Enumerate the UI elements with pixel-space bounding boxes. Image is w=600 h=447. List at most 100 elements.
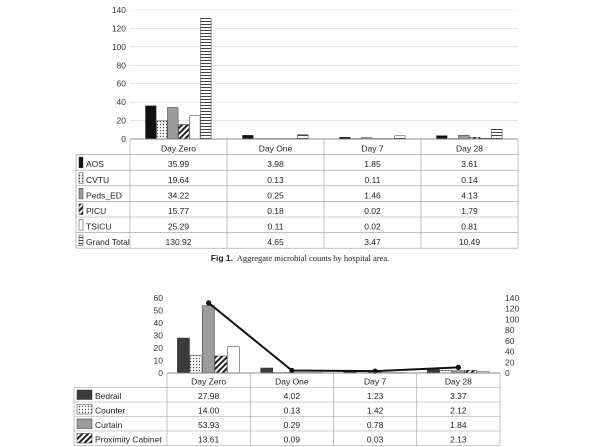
- y2-tick-label: 140: [505, 293, 519, 303]
- y2-tick-label: 20: [505, 357, 515, 367]
- table-cell: 0.14: [461, 175, 478, 185]
- line-point: [372, 368, 378, 374]
- bar: [491, 129, 503, 140]
- bar: [202, 305, 215, 374]
- table-cell: 1.42: [367, 406, 384, 416]
- legend-label: Bedrail: [95, 391, 122, 401]
- table-cell: 1.85: [364, 159, 381, 169]
- y2-tick-label: 120: [505, 304, 519, 314]
- legend-swatch: [76, 404, 93, 415]
- x-category-label: Day 28: [445, 377, 472, 387]
- table-cell: 0.18: [267, 206, 284, 216]
- legend-label: CVTU: [86, 175, 109, 185]
- bar: [189, 355, 203, 374]
- bar: [167, 107, 179, 140]
- y2-tick-label: 0: [505, 368, 510, 378]
- table-cell: 1.23: [367, 391, 384, 401]
- bar: [394, 135, 406, 140]
- table-cell: 1.79: [461, 206, 478, 216]
- x-category-label: Day One: [259, 144, 293, 154]
- table-cell: 0.03: [367, 435, 384, 445]
- table-cell: 3.37: [450, 391, 467, 401]
- table-cell: 0.25: [267, 190, 284, 200]
- legend-label: Grand Total: [86, 237, 130, 247]
- y2-tick-label: 80: [505, 325, 515, 335]
- legend-label: AOS: [86, 159, 104, 169]
- x-category-label: Day 7: [361, 144, 383, 154]
- bar: [177, 337, 190, 374]
- y-tick-label: 100: [112, 42, 126, 52]
- table-cell: 0.13: [284, 406, 301, 416]
- legend-label: TSICU: [86, 222, 112, 232]
- y2-tick-label: 60: [505, 336, 515, 346]
- y2-tick-label: 40: [505, 347, 515, 357]
- y-tick-label: 20: [154, 343, 164, 353]
- table-cell: 4.65: [267, 237, 284, 247]
- legend-label: Curtain: [95, 420, 123, 430]
- y-tick-label: 0: [121, 134, 126, 144]
- table-cell: 3.61: [461, 159, 478, 169]
- legend-swatch: [76, 418, 93, 429]
- legend-label: Proximity Cabinet: [95, 435, 162, 445]
- y-tick-label: 40: [117, 97, 127, 107]
- bar: [145, 105, 157, 140]
- total-line: [207, 302, 459, 373]
- table-cell: 13.61: [198, 435, 220, 445]
- table-cell: 2.13: [450, 435, 467, 445]
- table-cell: 10.49: [459, 237, 481, 247]
- table-cell: 1.46: [364, 190, 381, 200]
- bar: [178, 124, 190, 140]
- y-tick-label: 60: [154, 293, 164, 303]
- y-tick-label: 140: [112, 5, 126, 15]
- bar: [200, 18, 212, 140]
- y2-tick-label: 100: [505, 314, 519, 324]
- figure-caption: Fig 1. Aggregate microbial counts by hos…: [0, 253, 600, 263]
- table-cell: 0.78: [367, 420, 384, 430]
- table-cell: 3.47: [364, 237, 381, 247]
- bar: [214, 355, 228, 374]
- table-cell: 19.64: [168, 175, 190, 185]
- table-cell: 4.13: [461, 190, 478, 200]
- table-cell: 130.92: [166, 237, 192, 247]
- line-point: [455, 364, 461, 370]
- table-cell: 25.29: [168, 222, 190, 232]
- table-cell: 27.98: [198, 391, 220, 401]
- table-cell: 0.13: [267, 175, 284, 185]
- table-cell: 0.11: [268, 222, 284, 232]
- y-tick-label: 120: [112, 23, 126, 33]
- y-tick-label: 40: [154, 318, 164, 328]
- line-point: [206, 300, 212, 306]
- table-cell: 35.99: [168, 159, 190, 169]
- table-cell: 0.81: [461, 222, 478, 232]
- y-tick-label: 30: [154, 331, 164, 341]
- y-tick-label: 50: [154, 306, 164, 316]
- legend-swatch: [78, 172, 84, 184]
- legend-label: Counter: [95, 406, 125, 416]
- y-tick-label: 60: [117, 79, 127, 89]
- x-category-label: Day 28: [456, 144, 483, 154]
- y-tick-label: 0: [158, 368, 163, 378]
- table-cell: 1.84: [450, 420, 467, 430]
- table-cell: 0.11: [365, 175, 381, 185]
- table-cell: 15.77: [168, 206, 190, 216]
- table-cell: 2.12: [450, 406, 467, 416]
- bar: [227, 346, 240, 374]
- y-tick-label: 80: [117, 60, 127, 70]
- legend-swatch: [78, 219, 84, 231]
- bar: [156, 120, 168, 140]
- x-category-label: Day Zero: [191, 377, 226, 387]
- table-cell: 0.09: [284, 435, 301, 445]
- table-cell: 3.98: [267, 159, 284, 169]
- x-category-label: Day One: [275, 377, 309, 387]
- table-cell: 34.22: [168, 190, 190, 200]
- table-cell: 53.93: [198, 420, 220, 430]
- bar: [189, 115, 201, 140]
- y-tick-label: 20: [117, 116, 127, 126]
- table-cell: 0.29: [284, 420, 301, 430]
- bar: [260, 367, 273, 374]
- x-category-label: Day Zero: [161, 144, 196, 154]
- x-category-label: Day 7: [364, 377, 386, 387]
- table-cell: 4.02: [284, 391, 301, 401]
